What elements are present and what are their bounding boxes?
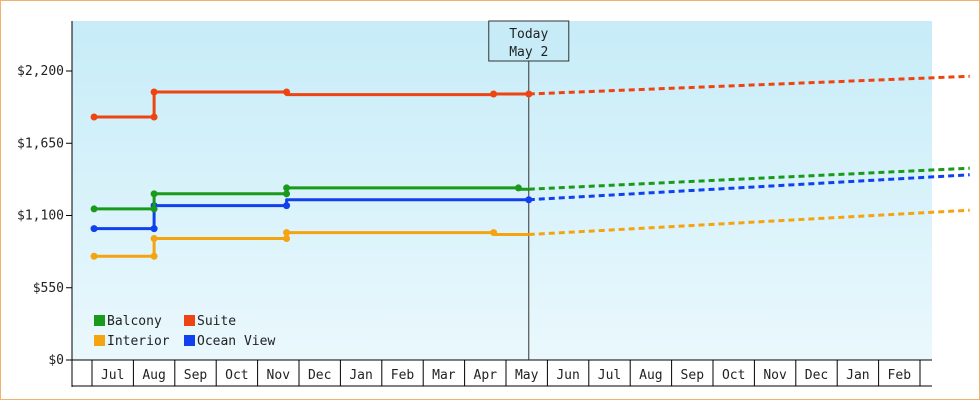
x-tick-label: Nov [267, 368, 291, 383]
today-marker: Today May 2 [488, 20, 570, 360]
x-tick-label: Dec [805, 368, 828, 383]
forecast-line-ocean-view [528, 173, 970, 202]
x-tick-label: Aug [639, 368, 662, 383]
x-tick-label: Dec [308, 368, 331, 383]
x-tick-label: Jan [349, 368, 372, 383]
data-point-balcony [150, 190, 158, 198]
legend-swatch-ocean-view [184, 335, 195, 346]
x-tick-label: Feb [888, 368, 912, 383]
today-box [488, 20, 570, 62]
data-point-suite [150, 113, 158, 121]
forecast-line-interior [528, 208, 970, 236]
data-point-balcony [150, 205, 158, 213]
data-point-ocean-view [90, 225, 98, 233]
data-point-ocean-view [525, 196, 533, 204]
data-point-interior [283, 234, 291, 242]
x-tick-label: Sep [184, 368, 208, 383]
data-point-suite [283, 88, 291, 96]
legend-swatch-suite [184, 315, 195, 326]
x-tick-label: Jul [598, 368, 621, 383]
x-tick-label: May [515, 368, 539, 383]
legend-swatch-balcony [94, 315, 105, 326]
x-tick-label: Oct [225, 368, 248, 383]
x-tick-label: Mar [432, 368, 456, 383]
data-point-interior [150, 234, 158, 242]
x-tick-label: Sep [681, 368, 705, 383]
axes: $0 $550 $1,100 $1,650 $2,200 Jul Aug Sep Oct Nov D… [17, 21, 932, 387]
legend-label-balcony: Balcony [107, 314, 162, 329]
data-point-ocean-view [283, 202, 291, 210]
x-tick-label: Jul [101, 368, 124, 383]
x-tick-label: Apr [474, 368, 498, 383]
data-point-interior [150, 252, 158, 260]
data-point-balcony [514, 184, 522, 192]
y-tick-label: $1,650 [17, 136, 64, 151]
data-point-suite [90, 113, 98, 121]
today-label: Today [509, 27, 548, 42]
legend-label-suite: Suite [197, 314, 236, 329]
data-point-suite [150, 88, 158, 96]
x-tick-label: Nov [763, 368, 787, 383]
plot-background [72, 21, 932, 360]
series-line-ocean-view [94, 198, 529, 231]
series-layer [90, 74, 970, 260]
data-point-suite [525, 90, 533, 98]
y-tick-label: $2,200 [17, 64, 64, 79]
legend-label-ocean-view: Ocean View [197, 334, 275, 349]
data-point-interior [490, 229, 498, 237]
x-tick-label: Jan [846, 368, 869, 383]
data-point-balcony [90, 205, 98, 213]
data-point-interior [90, 252, 98, 260]
x-tick-label: Aug [142, 368, 165, 383]
legend: Balcony Suite Interior Ocean View [94, 314, 275, 349]
legend-label-interior: Interior [107, 334, 170, 349]
data-point-ocean-view [150, 225, 158, 233]
data-point-interior [283, 229, 291, 237]
forecast-line-suite [528, 74, 970, 96]
today-date: May 2 [509, 45, 548, 60]
y-tick-label: $0 [48, 353, 64, 368]
data-point-balcony [283, 190, 291, 198]
y-tick-label: $1,100 [17, 209, 64, 224]
data-point-suite [490, 90, 498, 98]
legend-swatch-interior [94, 335, 105, 346]
x-tick-label: Oct [722, 368, 745, 383]
x-tick-label: Jun [556, 368, 579, 383]
forecast-line-balcony [528, 166, 970, 191]
y-tick-label: $550 [33, 281, 64, 296]
data-point-balcony [283, 184, 291, 192]
x-tick-label: Feb [391, 368, 415, 383]
